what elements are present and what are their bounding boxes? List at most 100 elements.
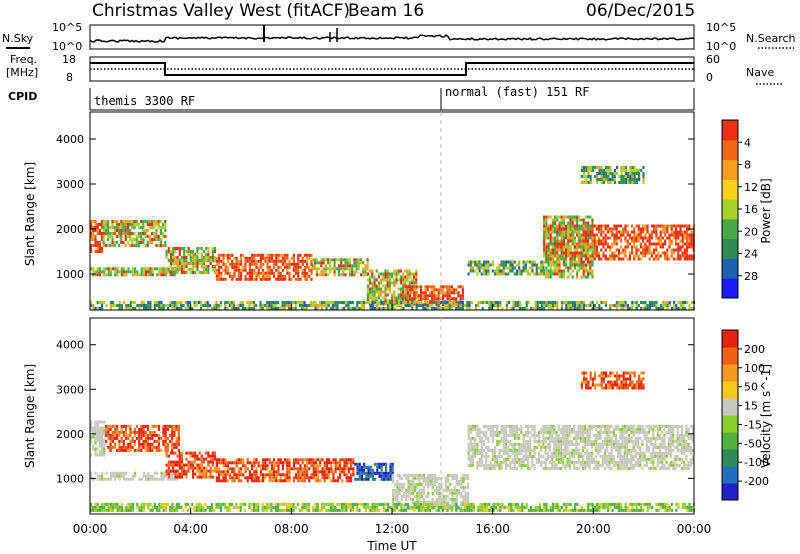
velocity-cell (553, 430, 556, 434)
velocity-cell (559, 439, 563, 443)
velocity-cell (175, 427, 178, 431)
power-cell (595, 248, 598, 252)
power-cell (659, 304, 662, 307)
velocity-cell (328, 467, 331, 471)
power-cell (375, 290, 378, 294)
velocity-cell (511, 457, 514, 461)
power-cell (191, 271, 195, 274)
power-cell (118, 229, 121, 232)
power-cell (120, 229, 123, 232)
power-cell (386, 269, 389, 273)
power-cell (399, 290, 402, 294)
power-cell (631, 236, 634, 240)
velocity-cell (526, 433, 530, 437)
velocity-cell (94, 453, 97, 457)
velocity-cell (178, 475, 181, 479)
velocity-cell (237, 470, 240, 474)
power-cell (329, 258, 332, 262)
velocity-cell (198, 466, 201, 470)
velocity-cell (453, 473, 456, 477)
velocity-cell (363, 468, 366, 472)
power-cell (644, 224, 647, 228)
power-cell (560, 239, 563, 243)
velocity-cell (566, 433, 569, 437)
power-cell (545, 260, 548, 264)
power-cell (431, 288, 434, 292)
power-cell (111, 226, 114, 229)
power-cell (518, 269, 521, 273)
power-cell (98, 244, 101, 247)
velocity-cell (185, 451, 188, 455)
power-cell (604, 233, 607, 237)
cpid-panel: CPID themis 3300 RF normal (fast) 151 RF (8, 85, 695, 111)
nave-tick-bottom: 0 (706, 71, 713, 84)
power-cell (580, 242, 583, 246)
power-cell (596, 307, 599, 310)
power-cell (422, 291, 425, 295)
velocity-cell (400, 482, 403, 486)
power-cell (642, 239, 645, 243)
power-cell (431, 285, 434, 289)
velocity-cell (540, 427, 543, 431)
power-cell (326, 273, 330, 277)
velocity-cell (205, 475, 208, 479)
power-cell (266, 256, 269, 260)
power-cell (556, 224, 559, 228)
power-cell (428, 294, 431, 298)
power-cell (133, 226, 136, 229)
power-cell (635, 304, 638, 307)
power-cell (303, 271, 306, 275)
power-cell (683, 257, 686, 261)
velocity-cell (142, 427, 145, 431)
velocity-cell (160, 436, 163, 440)
power-cell (485, 269, 488, 273)
power-cell (424, 294, 427, 298)
velocity-cell (207, 451, 210, 455)
power-cell (187, 253, 190, 256)
power-cell (127, 270, 130, 274)
power-cell (551, 227, 554, 231)
velocity-cell (548, 427, 552, 431)
velocity-cell (400, 476, 403, 480)
velocity-cell (546, 454, 549, 458)
velocity-cell (564, 445, 567, 449)
power-cell (189, 256, 192, 259)
power-cell (624, 172, 627, 175)
power-cell (101, 238, 104, 241)
power-cell (362, 301, 365, 304)
power-cell (578, 227, 581, 231)
power-cell (218, 268, 221, 272)
velocity-cell (207, 469, 210, 473)
velocity-cell (255, 461, 258, 465)
velocity-cell (586, 457, 589, 461)
power-cell (355, 264, 358, 268)
power-cell (371, 269, 374, 273)
velocity-cell (299, 458, 302, 462)
velocity-cell (178, 457, 181, 461)
velocity-cell (173, 427, 176, 431)
velocity-cell (226, 470, 229, 474)
velocity-cell (246, 461, 249, 465)
velocity-cell (194, 460, 197, 464)
power-cell (120, 307, 123, 310)
power-cell (417, 285, 420, 289)
power-cell (334, 304, 337, 307)
velocity-cell (279, 461, 282, 465)
velocity-cell (98, 450, 101, 454)
velocity-cell (502, 439, 505, 443)
power-cell (582, 227, 585, 231)
power-cell (664, 257, 667, 261)
power-cell (255, 304, 258, 307)
velocity-cell (172, 460, 175, 464)
velocity-cell (116, 474, 119, 478)
velocity-cell (149, 477, 152, 481)
power-cell (134, 301, 137, 304)
velocity-cell (127, 433, 130, 437)
power-cell (607, 178, 610, 181)
velocity-cell (303, 464, 306, 468)
power-cell (279, 277, 282, 281)
power-cell (580, 224, 583, 228)
power-cell (213, 265, 217, 268)
velocity-cell (557, 466, 560, 470)
velocity-cell (537, 451, 541, 455)
